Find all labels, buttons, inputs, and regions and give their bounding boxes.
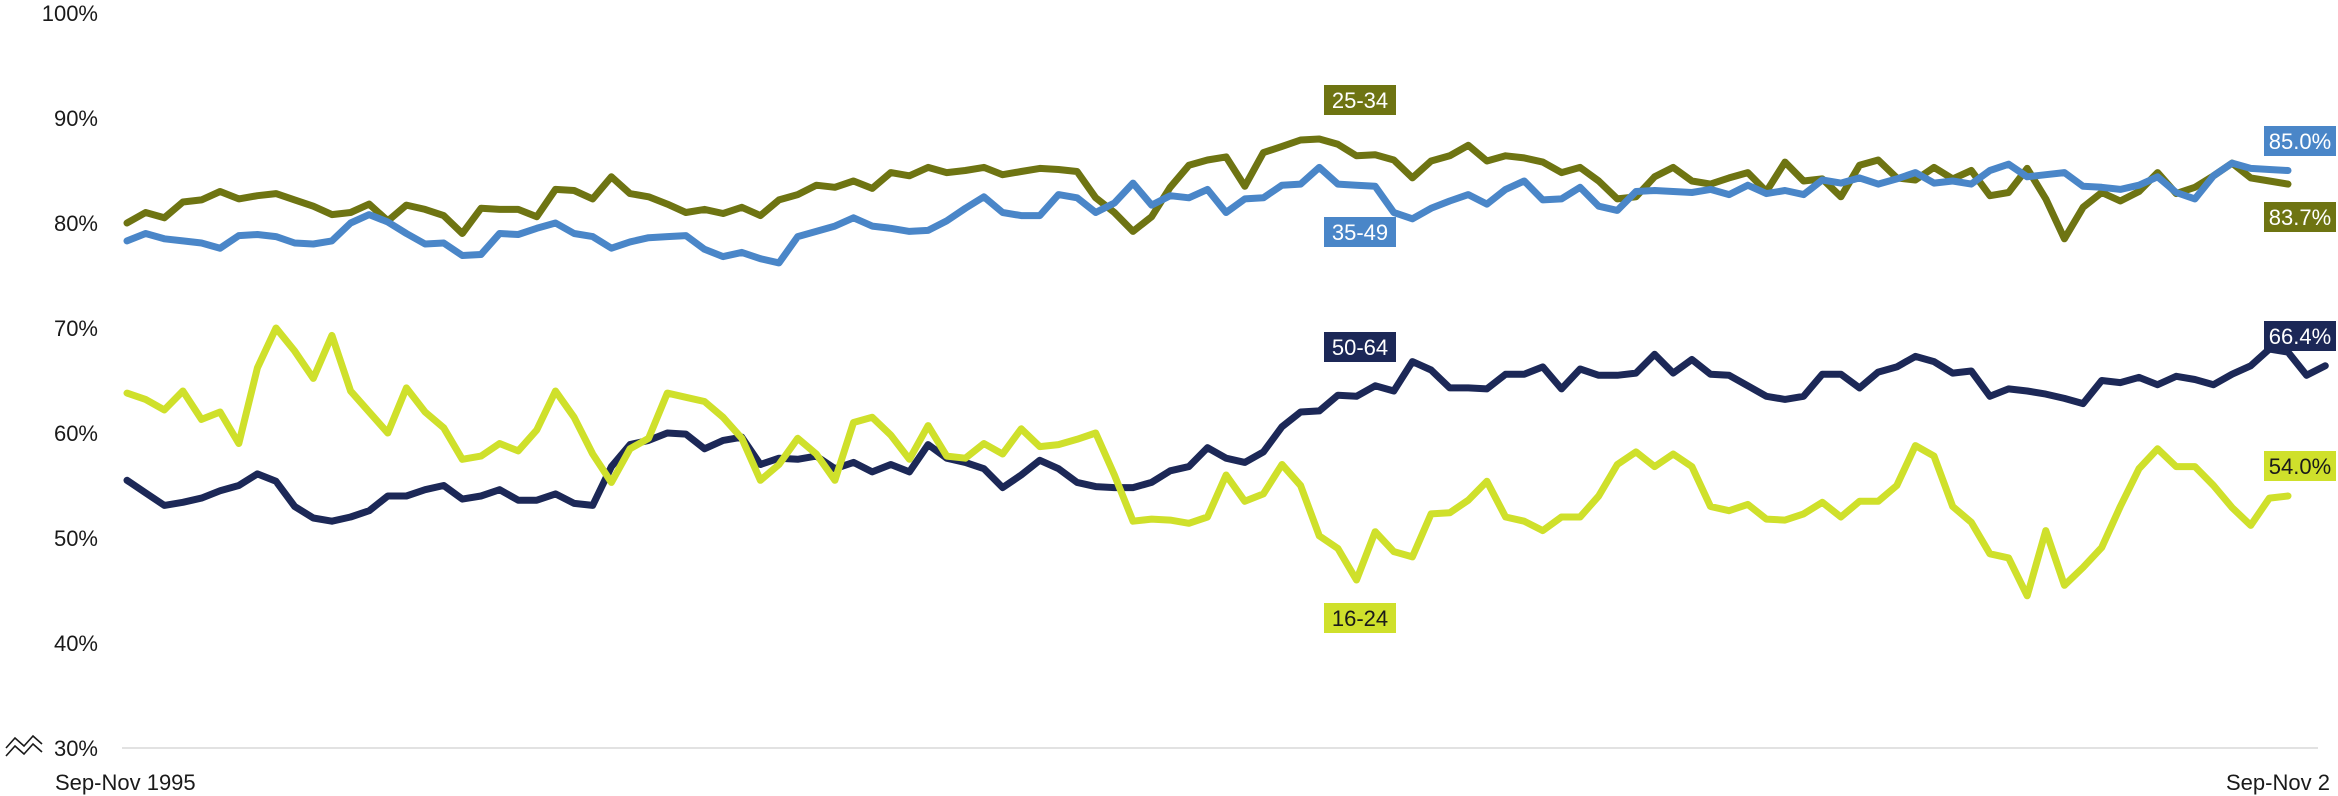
end-label-25-34: 83.7% [2264, 202, 2336, 232]
series-line-16-24 [123, 324, 2292, 600]
y-tick-label: 100% [42, 1, 98, 26]
end-label-16-24-text: 54.0% [2269, 454, 2331, 479]
end-label-50-64-box [2264, 321, 2336, 351]
inline-label-50-64-box [1324, 332, 1396, 362]
end-label-16-24: 54.0% [2264, 451, 2336, 481]
end-label-35-49-box [2264, 126, 2336, 156]
axis-break-icon [5, 734, 43, 757]
inline-label-35-49: 35-49 [1324, 217, 1396, 247]
inline-label-16-24: 16-24 [1324, 603, 1396, 633]
y-tick-label: 70% [54, 316, 98, 341]
inline-label-35-49-box [1324, 217, 1396, 247]
series-line-50-64 [123, 345, 2329, 525]
x-axis-ticks: Sep-Nov 1995 Sep-Nov 2 [55, 770, 2330, 795]
x-tick-label-end: Sep-Nov 2 [2226, 770, 2330, 795]
y-axis-ticks: 100% 90% 80% 70% 60% 50% 40% 30% [42, 1, 98, 761]
inline-label-50-64: 50-64 [1324, 332, 1396, 362]
inline-label-16-24-text: 16-24 [1332, 606, 1388, 631]
axis-break-zigzag [5, 742, 43, 757]
end-label-50-64-text: 66.4% [2269, 324, 2331, 349]
y-tick-label: 40% [54, 631, 98, 656]
y-tick-label: 80% [54, 211, 98, 236]
x-tick-label-start: Sep-Nov 1995 [55, 770, 196, 795]
end-label-35-49-text: 85.0% [2269, 129, 2331, 154]
inline-label-50-64-text: 50-64 [1332, 335, 1388, 360]
end-label-25-34-box [2264, 202, 2336, 232]
inline-label-25-34-box [1324, 85, 1396, 115]
end-label-16-24-box [2264, 451, 2336, 481]
y-tick-label: 30% [54, 736, 98, 761]
series-lines [123, 135, 2329, 600]
end-label-25-34-text: 83.7% [2269, 205, 2331, 230]
inline-label-16-24-box [1324, 603, 1396, 633]
axis-break-zigzag [5, 734, 43, 749]
y-tick-label: 50% [54, 526, 98, 551]
series-line-25-34 [123, 135, 2292, 243]
end-label-50-64: 66.4% [2264, 321, 2336, 351]
inline-label-25-34-text: 25-34 [1332, 88, 1388, 113]
inline-label-25-34: 25-34 [1324, 85, 1396, 115]
y-tick-label: 90% [54, 106, 98, 131]
y-tick-label: 60% [54, 421, 98, 446]
end-label-35-49: 85.0% [2264, 126, 2336, 156]
series-labels: 25-34 35-49 50-64 16-24 85.0% 83.7% 66.4% 54.0% [1324, 85, 2336, 633]
series-line-35-49 [123, 159, 2292, 267]
inline-label-35-49-text: 35-49 [1332, 220, 1388, 245]
